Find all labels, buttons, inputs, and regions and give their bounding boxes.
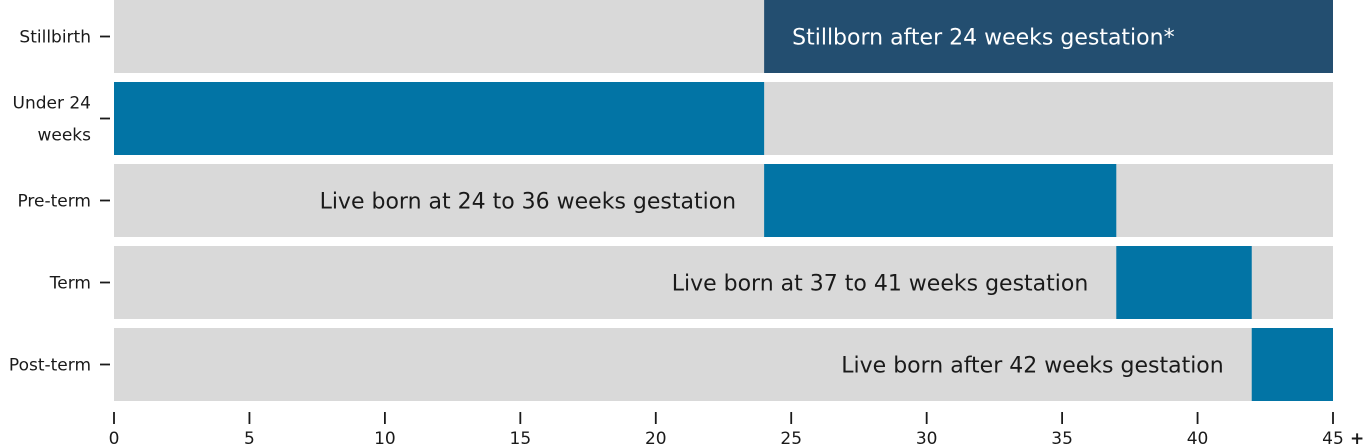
category-label: weeks [37,126,91,146]
category-label: Term [49,274,91,294]
data-bars [114,0,1333,401]
bar [764,164,1117,237]
bar-label: Live born before 24 weeks gestation [0,108,86,133]
category-axis: Stillbirth Under 24 weeks Pre-term Term Post-… [9,28,110,376]
bar-label: Live born at 24 to 36 weeks gestation [320,190,737,215]
bar [764,0,1333,73]
category-label: Stillbirth [19,28,91,48]
x-tick-label: 20 [645,429,667,447]
x-tick-label: 25 [780,429,802,447]
x-tick-label: 15 [510,429,532,447]
bar-label: Live born at 37 to 41 weeks gestation [672,272,1089,297]
bar [114,82,765,155]
bar [1116,246,1252,319]
category-label: Post-term [9,356,91,376]
x-tick-label: 30 [916,429,938,447]
bar-annotations: Stillborn after 24 weeks gestation* Live … [0,26,1224,379]
bar-label: Live born after 42 weeks gestation [841,354,1223,379]
x-tick-label: 35 [1051,429,1073,447]
category-label: Pre-term [17,192,91,212]
category-label: Under 24 [13,94,92,114]
row-background [114,164,1333,237]
x-tick-label: 5 [244,429,255,447]
bar-label: Stillborn after 24 weeks gestation* [792,26,1174,51]
bar [1251,328,1333,401]
x-tick-label: 45 [1322,429,1344,447]
x-tick-label: 10 [374,429,396,447]
x-axis-plus-marker: + [1350,429,1364,447]
x-axis: 0 5 10 15 20 25 30 35 40 45 + [109,412,1364,447]
row-background [114,328,1333,401]
x-tick-label: 40 [1187,429,1209,447]
x-tick-label: 0 [109,429,120,447]
